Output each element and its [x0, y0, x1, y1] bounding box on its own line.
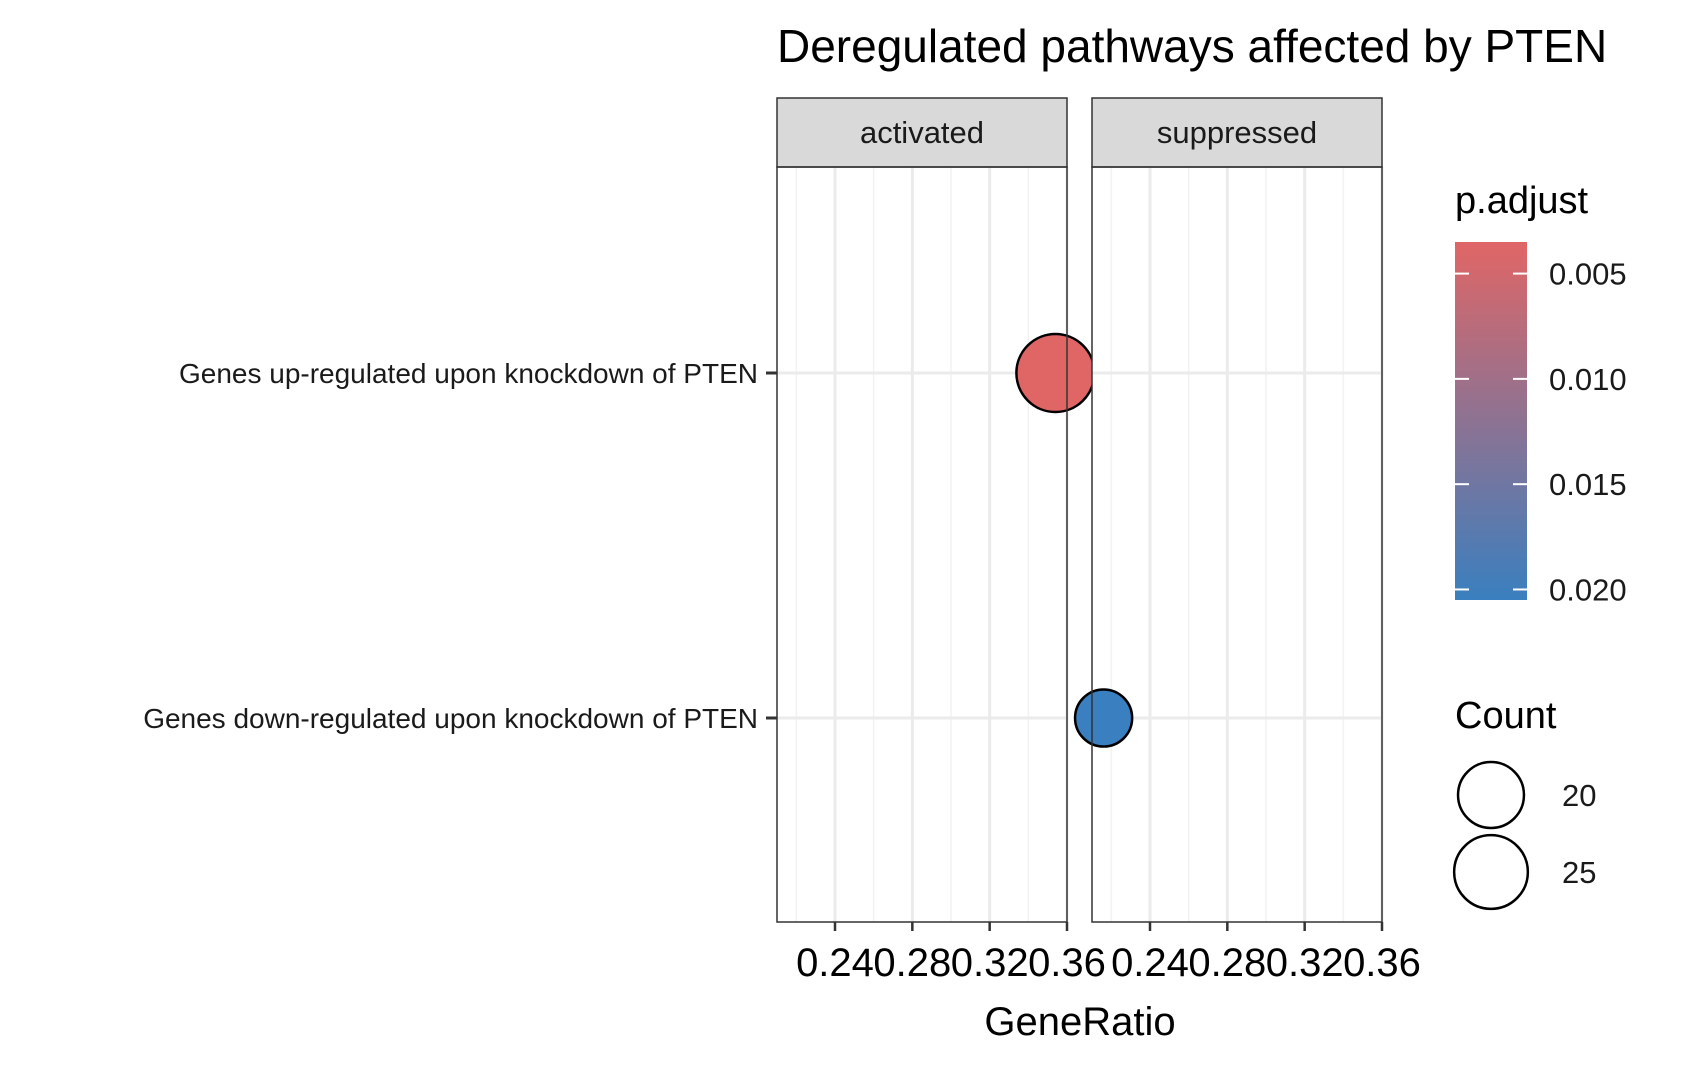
color-bar-label: 0.005 — [1549, 257, 1627, 292]
size-legend-key — [1456, 760, 1526, 830]
size-legend-key — [1452, 833, 1530, 911]
size-legend-title: Count — [1455, 695, 1557, 737]
color-bar — [1455, 242, 1527, 600]
x-tick-label: 0.24 — [1111, 941, 1189, 985]
y-tick-label: Genes down-regulated upon knockdown of P… — [143, 703, 758, 734]
facet-strip-label: suppressed — [1157, 115, 1317, 150]
chart-title: Deregulated pathways affected by PTEN — [777, 20, 1607, 72]
data-point — [1073, 688, 1134, 748]
x-axis-title: GeneRatio — [984, 1000, 1175, 1044]
x-tick-label: 0.36 — [1343, 941, 1421, 985]
x-tick-label: 0.28 — [873, 941, 951, 985]
panel-border — [776, 166, 1068, 923]
y-axis: Genes up-regulated upon knockdown of PTE… — [143, 358, 777, 734]
color-bar-label: 0.020 — [1549, 572, 1627, 607]
panel-background — [1092, 167, 1382, 922]
x-tick-label: 0.24 — [796, 941, 874, 985]
legend: p.adjust 0.005 0.010 0.015 0.020 Count 20 25 — [1452, 180, 1627, 911]
x-tick-label: 0.32 — [951, 941, 1029, 985]
color-bar-label: 0.010 — [1549, 362, 1627, 397]
panel-background — [777, 167, 1067, 922]
color-bar-label: 0.015 — [1549, 467, 1627, 502]
x-tick-label: 0.28 — [1188, 941, 1266, 985]
facet-strip — [1091, 97, 1383, 168]
size-legend-label: 20 — [1562, 778, 1596, 813]
panel-suppressed: suppressed 0.24 0.28 0.32 0.36 — [1073, 97, 1421, 985]
y-tick-label: Genes up-regulated upon knockdown of PTE… — [179, 358, 758, 389]
color-legend-title: p.adjust — [1455, 180, 1589, 222]
x-tick-label: 0.32 — [1266, 941, 1344, 985]
facet-strip — [776, 97, 1068, 168]
panel-border — [1091, 166, 1383, 923]
size-legend-label: 25 — [1562, 855, 1596, 890]
x-tick-label: 0.36 — [1028, 941, 1106, 985]
panel-activated: activated 0.24 0.28 0.32 0.36 — [776, 97, 1106, 985]
data-point — [1015, 332, 1096, 414]
facet-strip-label: activated — [860, 115, 984, 150]
